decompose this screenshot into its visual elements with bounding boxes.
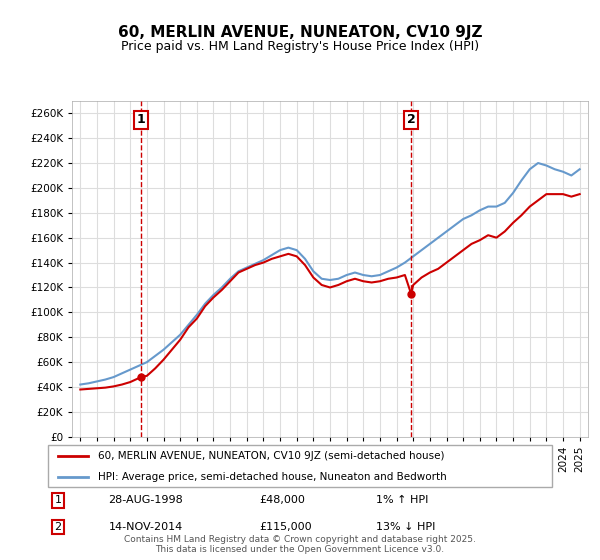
FancyBboxPatch shape [48,445,552,487]
Text: 2: 2 [55,522,62,532]
Text: HPI: Average price, semi-detached house, Nuneaton and Bedworth: HPI: Average price, semi-detached house,… [98,472,447,482]
Text: 1: 1 [55,496,62,506]
Text: 1% ↑ HPI: 1% ↑ HPI [376,496,428,506]
Text: 1: 1 [137,113,145,126]
Text: 13% ↓ HPI: 13% ↓ HPI [376,522,435,532]
Text: Price paid vs. HM Land Registry's House Price Index (HPI): Price paid vs. HM Land Registry's House … [121,40,479,53]
Text: 60, MERLIN AVENUE, NUNEATON, CV10 9JZ: 60, MERLIN AVENUE, NUNEATON, CV10 9JZ [118,25,482,40]
Text: 14-NOV-2014: 14-NOV-2014 [109,522,183,532]
Text: 2: 2 [407,113,415,126]
Text: £115,000: £115,000 [260,522,313,532]
Text: 60, MERLIN AVENUE, NUNEATON, CV10 9JZ (semi-detached house): 60, MERLIN AVENUE, NUNEATON, CV10 9JZ (s… [98,451,445,461]
Text: £48,000: £48,000 [260,496,305,506]
Text: Contains HM Land Registry data © Crown copyright and database right 2025.
This d: Contains HM Land Registry data © Crown c… [124,535,476,554]
Text: 28-AUG-1998: 28-AUG-1998 [109,496,183,506]
